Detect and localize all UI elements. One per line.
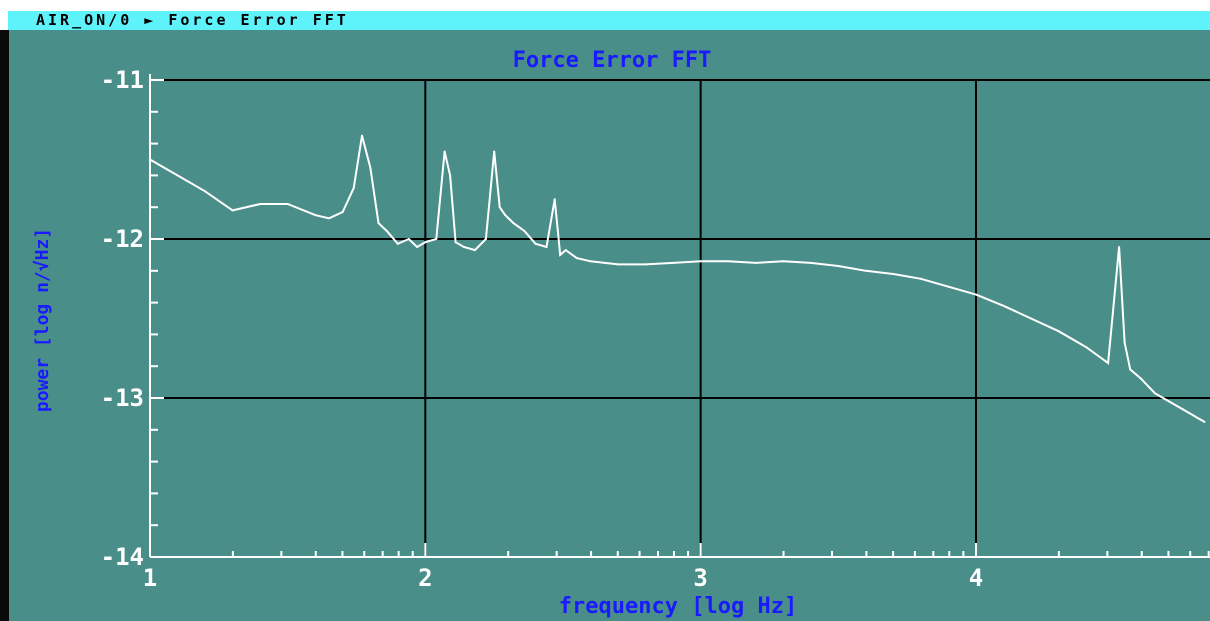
data-point — [493, 150, 496, 153]
data-point — [1140, 377, 1143, 380]
data-point — [424, 241, 427, 244]
plot-frame — [0, 30, 1210, 621]
data-point — [443, 150, 446, 153]
x-tick-label: 4 — [969, 564, 983, 592]
trace-layer — [149, 134, 1206, 423]
data-point — [1085, 346, 1088, 349]
y-tick-label: -12 — [101, 225, 144, 253]
data-point — [512, 222, 515, 225]
y-tick-label: -13 — [101, 384, 144, 412]
data-point — [947, 285, 950, 288]
data-point — [975, 293, 977, 296]
window-title-bar: AIR_ON/0 ► Force Error FFT — [8, 11, 1210, 30]
data-point — [699, 260, 702, 263]
y-axis-label: power [log n/√Hz] — [32, 228, 53, 412]
data-point — [1118, 246, 1121, 248]
data-point — [575, 257, 578, 260]
data-point — [754, 261, 757, 264]
data-point — [1002, 304, 1005, 307]
data-point — [341, 211, 344, 213]
data-point — [553, 198, 556, 201]
data-point — [1123, 341, 1126, 344]
y-tick-label: -14 — [101, 543, 144, 571]
data-point — [545, 246, 548, 248]
data-point — [564, 249, 567, 252]
chart-title: Force Error FFT — [513, 48, 712, 73]
data-point — [837, 265, 840, 267]
data-point — [504, 214, 507, 217]
y-tick-label: -11 — [101, 66, 144, 94]
data-point — [534, 242, 537, 245]
data-point — [361, 134, 363, 137]
data-point — [473, 249, 476, 252]
data-point — [286, 203, 289, 205]
data-point — [1057, 330, 1060, 333]
data-point — [259, 203, 262, 205]
x-axis-label: frequency [log Hz] — [559, 594, 797, 619]
data-point — [617, 263, 620, 266]
x-tick-label: 1 — [143, 564, 157, 592]
data-point — [1181, 408, 1184, 411]
data-point — [176, 174, 179, 177]
data-point — [1167, 400, 1170, 403]
data-point — [462, 246, 465, 248]
data-point — [162, 166, 165, 169]
data-point — [407, 238, 410, 240]
data-point — [385, 230, 388, 232]
grid-lines — [150, 79, 1210, 557]
data-point — [449, 174, 452, 177]
series-line — [149, 135, 1206, 423]
window-title: AIR_ON/0 ► Force Error FFT — [36, 11, 349, 29]
data-point — [1203, 420, 1206, 423]
data-point — [782, 260, 785, 263]
data-point — [892, 273, 895, 275]
data-point — [1153, 392, 1156, 395]
data-point — [589, 260, 592, 263]
tick-labels: 1 2 3 4 -11 -12 -13 -14 — [101, 66, 984, 592]
axes — [149, 74, 1210, 558]
data-point — [1129, 368, 1132, 371]
data-point — [204, 190, 207, 193]
data-point — [672, 261, 675, 264]
data-point — [523, 230, 526, 232]
data-point — [559, 253, 562, 256]
x-tick-label: 2 — [418, 564, 432, 592]
data-point — [484, 238, 487, 240]
data-point — [454, 241, 457, 244]
data-point — [369, 166, 372, 169]
data-point — [809, 261, 812, 264]
x-tick-label: 3 — [693, 564, 707, 592]
data-point — [919, 277, 922, 280]
data-point — [435, 238, 438, 240]
data-point — [1107, 362, 1110, 364]
data-point — [314, 214, 317, 217]
data-point — [1030, 317, 1032, 320]
data-point — [864, 269, 867, 272]
data-point — [231, 209, 234, 212]
data-point — [149, 158, 151, 161]
data-point — [352, 187, 355, 190]
data-point — [377, 222, 380, 225]
data-point — [416, 246, 419, 248]
data-point — [644, 263, 647, 266]
data-point — [396, 242, 399, 245]
data-point — [498, 206, 501, 209]
data-point — [1195, 416, 1198, 419]
data-point — [328, 217, 330, 220]
data-point — [727, 260, 730, 263]
